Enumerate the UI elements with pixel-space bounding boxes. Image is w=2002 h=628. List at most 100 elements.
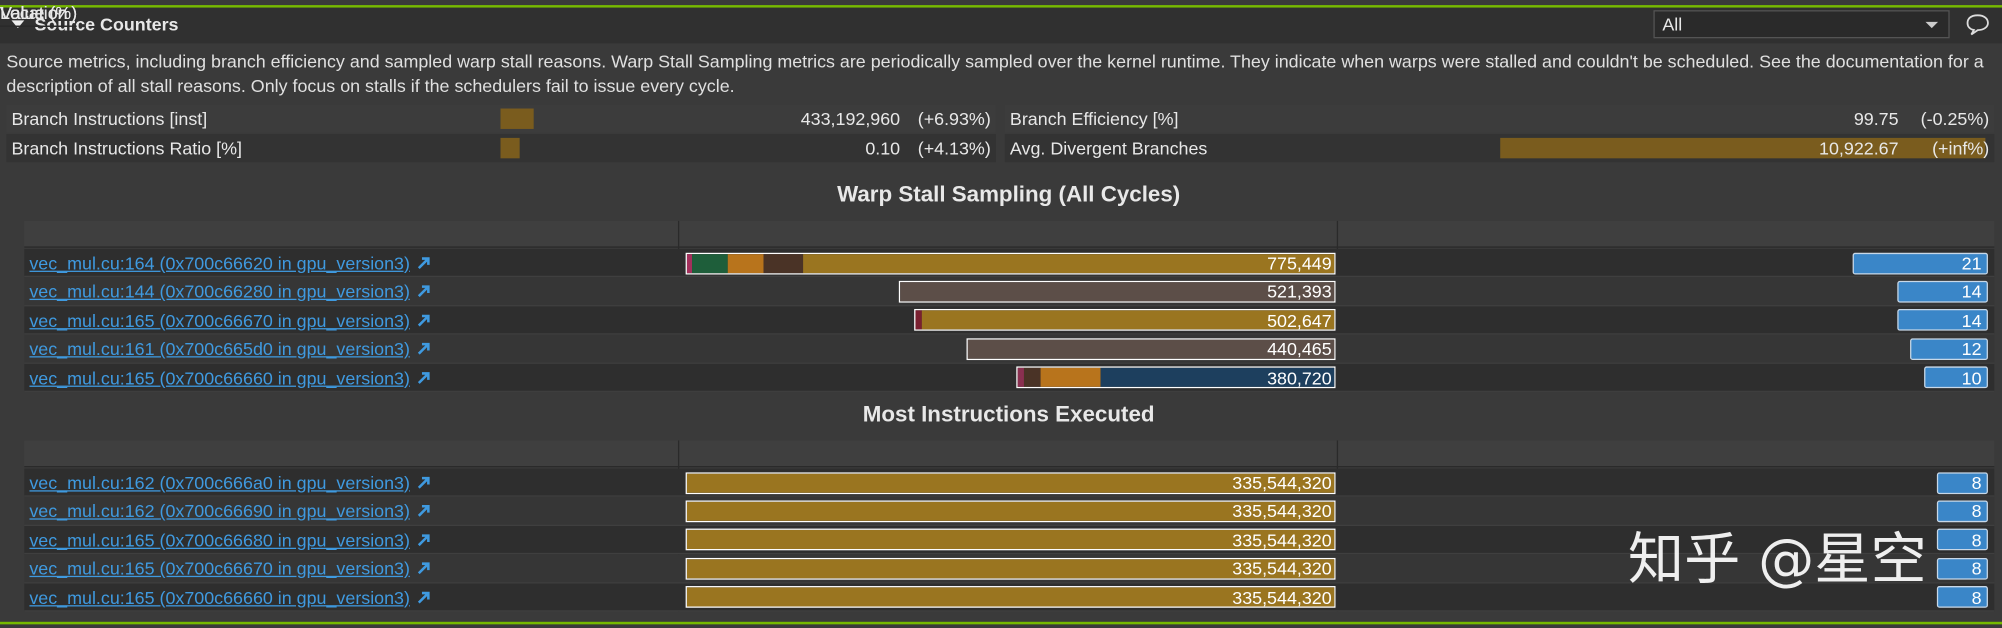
value-label: 335,544,320 [1232,472,1332,493]
table-title: Warp Stall Sampling (All Cycles) [837,181,1181,207]
stall-segment [763,253,803,273]
value-bar [685,557,1336,580]
value-label: 521,393 [1267,281,1332,302]
table-header [24,220,1995,248]
stall-segment [686,473,1335,493]
percent-label: 8 [1971,472,1982,493]
percent-bar [1923,366,1988,389]
metric-change: (+inf%) [1932,137,1990,159]
stall-segment [727,253,764,273]
description: Source metrics, including branch efficie… [6,51,1984,96]
percent-bar [1852,252,1988,274]
percent-label: 14 [1961,281,1982,302]
column-header: Value (%) [0,0,78,27]
value-label: 380,720 [1267,367,1332,388]
stall-segment [967,339,1335,359]
collapse-toggle[interactable] [10,18,25,31]
external-link-icon[interactable] [417,342,431,355]
metric-label: Branch Instructions [inst] [11,108,208,129]
comment-button[interactable] [1965,13,1991,36]
source-link[interactable]: vec_mul.cu:144 (0x700c66280 in gpu_versi… [29,281,410,302]
percent-label: 8 [1971,586,1982,608]
percent-bar [1897,309,1988,332]
stall-segment [802,253,1335,273]
value-bar [685,528,1336,551]
metric-change: (+6.93%) [917,108,991,129]
accent-line [0,621,2002,625]
source-link[interactable]: vec_mul.cu:165 (0x700c66660 in gpu_versi… [29,586,410,608]
value-label: 502,647 [1267,309,1332,331]
percent-label: 8 [1971,500,1982,522]
source-link[interactable]: vec_mul.cu:162 (0x700c66690 in gpu_versi… [29,500,410,522]
value-label: 335,544,320 [1232,586,1332,608]
metric-label: Branch Efficiency [%] [1009,108,1179,129]
source-link[interactable]: vec_mul.cu:165 (0x700c66670 in gpu_versi… [29,309,410,331]
stall-segment [692,253,728,273]
percent-bar [1910,337,1988,360]
source-link[interactable]: vec_mul.cu:165 (0x700c66680 in gpu_versi… [29,529,410,551]
percent-bar [1936,528,1988,551]
metric-value: 99.75 [1853,108,1899,129]
value-bar [685,500,1336,523]
stall-segment [1024,367,1041,387]
metric-value: 10,922.67 [1819,137,1899,159]
metric-value: 433,192,960 [800,108,901,129]
source-link[interactable]: vec_mul.cu:165 (0x700c66660 in gpu_versi… [29,367,410,388]
percent-label: 12 [1961,338,1982,360]
metric-bar [500,137,520,159]
metric-bar [1500,137,1986,159]
filter-dropdown[interactable]: All [1653,10,1950,39]
value-bar [898,280,1336,303]
metric-change: (-0.25%) [1920,108,1990,129]
value-label: 440,465 [1267,338,1332,360]
external-link-icon[interactable] [417,285,431,298]
value-bar [685,252,1336,274]
value-label: 335,544,320 [1232,529,1332,551]
source-link[interactable]: vec_mul.cu:165 (0x700c66670 in gpu_versi… [29,558,410,579]
external-link-icon[interactable] [417,533,431,546]
stall-segment [686,530,1335,550]
metric-value: 0.10 [865,137,901,159]
metric-bar [500,108,534,129]
stall-segment [686,501,1335,521]
stall-segment [686,587,1335,607]
percent-bar [1936,586,1988,608]
external-link-icon[interactable] [417,562,431,575]
source-link[interactable]: vec_mul.cu:164 (0x700c66620 in gpu_versi… [29,252,410,274]
source-link[interactable]: vec_mul.cu:161 (0x700c665d0 in gpu_versi… [29,338,410,360]
table-row [24,363,1995,392]
stall-segment [1100,367,1335,387]
stall-segment [899,282,1335,302]
external-link-icon[interactable] [417,505,431,518]
external-link-icon[interactable] [417,591,431,604]
percent-bar [1936,557,1988,580]
external-link-icon[interactable] [417,476,431,489]
value-label: 335,544,320 [1232,558,1332,579]
stall-segment [1040,367,1101,387]
accent-line [0,5,2002,8]
percent-label: 10 [1961,367,1982,388]
percent-bar [1897,280,1988,303]
metric-label: Avg. Divergent Branches [1009,137,1208,159]
value-label: 775,449 [1267,252,1332,274]
value-bar [685,471,1336,494]
percent-bar [1936,500,1988,523]
stall-segment [686,253,693,273]
value-bar [1016,366,1336,389]
external-link-icon[interactable] [417,257,431,270]
dropdown-arrow [1925,21,1939,29]
value-bar [914,309,1336,332]
percent-label: 21 [1961,252,1982,274]
stall-segment [921,310,1335,330]
external-link-icon[interactable] [417,314,431,327]
external-link-icon[interactable] [417,371,431,384]
watermark: 知乎 @星空 [1627,527,1927,593]
source-link[interactable]: vec_mul.cu:162 (0x700c666a0 in gpu_versi… [29,472,410,493]
table-title: Most Instructions Executed [862,400,1155,427]
metric-change: (+4.13%) [917,137,991,159]
stall-segment [1017,367,1025,387]
metric-label: Branch Instructions Ratio [%] [11,137,242,159]
value-bar [966,337,1336,360]
